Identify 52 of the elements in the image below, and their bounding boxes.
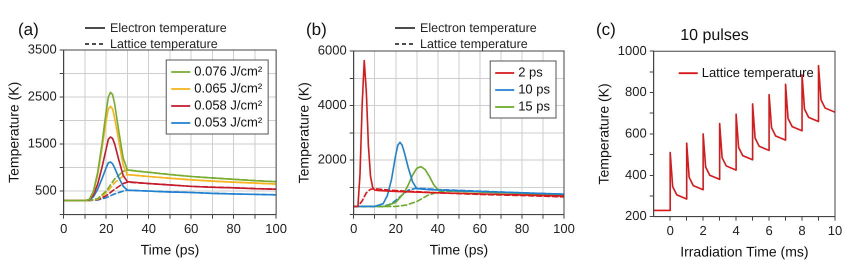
legend-label: 0.058 J/cm²: [194, 98, 263, 113]
text: (b): [306, 20, 327, 40]
x-tick-label: 8: [798, 222, 806, 238]
y-tick-label: 800: [625, 84, 647, 100]
y-tick-label: 3500: [28, 42, 57, 57]
text: (a): [18, 20, 39, 40]
x-tick-label: 100: [553, 220, 575, 236]
x-tick-label: 60: [472, 220, 488, 236]
x-tick-label: 40: [430, 220, 446, 236]
y-tick-label: 1000: [618, 42, 647, 58]
y-tick-label: 2500: [28, 88, 57, 104]
chart-title: 10 pulses: [680, 27, 749, 44]
y-tick-label: 600: [625, 125, 647, 140]
x-tick-label: 10: [828, 222, 842, 238]
x-tick-label: 4: [732, 222, 740, 238]
x-tick-label: 60: [184, 220, 198, 236]
text: Electron temperature: [110, 20, 227, 36]
annotation: Lattice temperature: [420, 36, 528, 52]
legend-label: 0.065 J/cm²: [194, 80, 263, 96]
x-axis-title: Irradiation Time (ms): [680, 243, 809, 260]
x-tick-label: 20: [98, 220, 114, 236]
legend-label: 0.053 J/cm²: [194, 114, 263, 130]
legend-label: 0.076 J/cm²: [194, 64, 263, 79]
legend-label: 2 ps: [518, 64, 544, 80]
legend-label: 15 ps: [518, 98, 550, 114]
y-tick-label: 6000: [318, 42, 347, 58]
x-axis-title: Time (ps): [430, 241, 488, 258]
y-tick-label: 400: [625, 166, 647, 182]
y-axis-title: Temperature (K): [5, 82, 22, 183]
y-tick-label: 1500: [28, 136, 57, 151]
annotation: Lattice temperature: [110, 36, 218, 52]
x-tick-label: 0: [666, 222, 674, 238]
x-tick-label: 0: [350, 220, 358, 236]
y-tick-label: 200: [625, 208, 647, 224]
x-tick-label: 80: [226, 220, 241, 236]
x-tick-label: 2: [700, 222, 707, 238]
x-tick-label: 100: [265, 220, 288, 236]
legend-label: Lattice temperature: [702, 64, 814, 80]
y-tick-label: 4000: [318, 97, 347, 112]
x-tick-label: 0: [60, 220, 68, 236]
x-tick-label: 80: [514, 220, 530, 236]
y-axis-title: Temperature (K): [295, 82, 312, 184]
y-tick-label: 500: [35, 182, 57, 198]
y-axis-title: Temperature (K): [595, 83, 612, 184]
legend-label: 10 ps: [518, 82, 550, 97]
y-tick-label: 2000: [318, 152, 347, 167]
x-tick-label: 20: [388, 220, 404, 236]
x-tick-label: 40: [141, 220, 156, 236]
x-axis-title: Time (ps): [140, 241, 200, 258]
text: Electron temperature: [420, 20, 537, 36]
text: (c): [596, 20, 616, 40]
x-tick-label: 6: [765, 222, 773, 238]
